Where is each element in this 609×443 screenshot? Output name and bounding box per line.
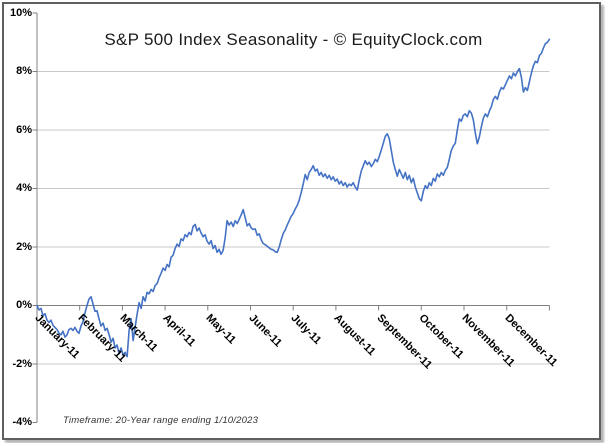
chart-title: S&P 500 Index Seasonality - © EquityCloc… [104,30,483,49]
y-axis-label: 0% [16,299,32,311]
y-axis-label: 10% [9,6,32,19]
timeframe-note: Timeframe: 20-Year range ending 1/10/202… [63,415,259,426]
seasonality-series-line [36,38,551,358]
y-axis-label: -2% [12,357,32,370]
y-axis-label: 6% [16,123,32,136]
y-axis-label: 2% [16,240,32,253]
y-axis-label: 8% [16,65,32,77]
chart-canvas: S&P 500 Index Seasonality - © EquityCloc… [2,2,601,440]
y-axis-label: -4% [12,416,32,428]
y-axis-label: 4% [16,182,32,194]
